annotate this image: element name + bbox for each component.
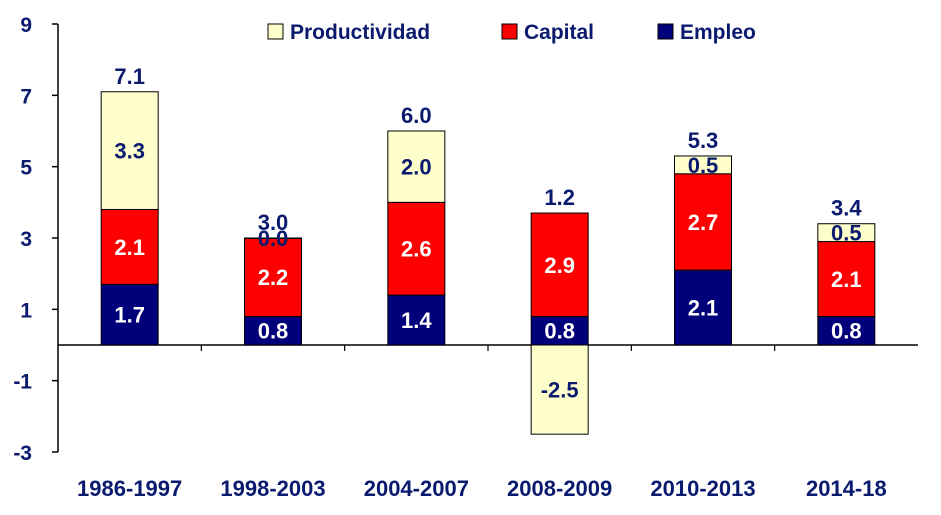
y-tick-label: 3 <box>20 228 32 251</box>
x-category-label: 2008-2009 <box>507 476 612 501</box>
bar-total-label: 5.3 <box>688 128 719 153</box>
legend-label-empleo: Empleo <box>680 21 756 44</box>
y-tick-label: 9 <box>20 14 32 37</box>
segment-value-label: 1.4 <box>401 308 432 333</box>
bar-total-label: 1.2 <box>544 185 575 210</box>
segment-value-label: 2.6 <box>401 237 432 262</box>
segment-value-label: 0.0 <box>258 226 289 251</box>
bar-segment-empleo <box>100 283 159 346</box>
segment-value-label: 2.2 <box>258 265 289 290</box>
legend-swatch-productividad <box>267 23 284 40</box>
segment-value-label: 0.8 <box>258 319 289 344</box>
y-tick-label: 7 <box>20 85 32 108</box>
bar-segment-capital <box>244 237 302 317</box>
bar-segment-capital <box>100 208 159 285</box>
bar-segment-productividad <box>387 130 446 203</box>
x-category-label: 2004-2007 <box>364 476 469 501</box>
x-category-label: 1998-2003 <box>220 476 325 501</box>
bar-segment-capital <box>817 241 876 317</box>
segment-value-label: 0.8 <box>831 319 862 344</box>
legend: Productividad Capital Empleo <box>267 21 756 44</box>
segment-value-label: 2.1 <box>114 235 145 260</box>
bar-segment-empleo <box>817 315 876 346</box>
x-category-label: 2010-2013 <box>650 476 755 501</box>
legend-label-productividad: Productividad <box>290 21 430 44</box>
bar-total-label: 7.1 <box>114 64 145 89</box>
segment-value-label: 2.7 <box>688 210 719 235</box>
y-tick-label: 1 <box>20 299 32 322</box>
y-tick-label: 5 <box>20 157 32 180</box>
bar-segment-productividad <box>817 223 876 243</box>
y-tick-label: -3 <box>13 442 32 465</box>
bar-total-label: 3.0 <box>258 210 289 235</box>
segment-value-label: 3.3 <box>114 139 145 164</box>
bar-segment-capital <box>530 212 589 317</box>
bar-segment-empleo <box>244 315 302 346</box>
y-tick-label: -1 <box>13 371 32 394</box>
legend-swatch-empleo <box>657 23 674 40</box>
segment-value-label: 2.1 <box>688 296 719 321</box>
segment-value-label: 0.8 <box>544 319 575 344</box>
bar-segment-productividad <box>244 237 302 239</box>
segment-value-label: 0.5 <box>831 221 862 246</box>
bar-segment-empleo <box>387 294 446 346</box>
segment-value-label: 2.1 <box>831 267 862 292</box>
bar-total-label: 6.0 <box>401 103 432 128</box>
x-category-label: 2014-18 <box>806 476 887 501</box>
segment-value-label: 0.5 <box>688 153 719 178</box>
segment-value-label: -2.5 <box>541 378 579 403</box>
legend-label-capital: Capital <box>524 21 594 44</box>
segment-value-label: 1.7 <box>114 303 145 328</box>
x-category-label: 1986-1997 <box>77 476 182 501</box>
segment-value-label: 2.0 <box>401 155 432 180</box>
bar-total-label: 3.4 <box>831 196 862 221</box>
legend-swatch-capital <box>501 23 518 40</box>
bar-segment-capital <box>387 201 446 296</box>
bar-segment-productividad <box>530 344 589 435</box>
bar-segment-productividad <box>674 155 732 175</box>
plot-area: 97531-1-31.72.13.37.11986-19970.82.20.03… <box>13 14 918 501</box>
bar-segment-productividad <box>100 91 159 210</box>
segment-value-label: 2.9 <box>544 253 575 278</box>
